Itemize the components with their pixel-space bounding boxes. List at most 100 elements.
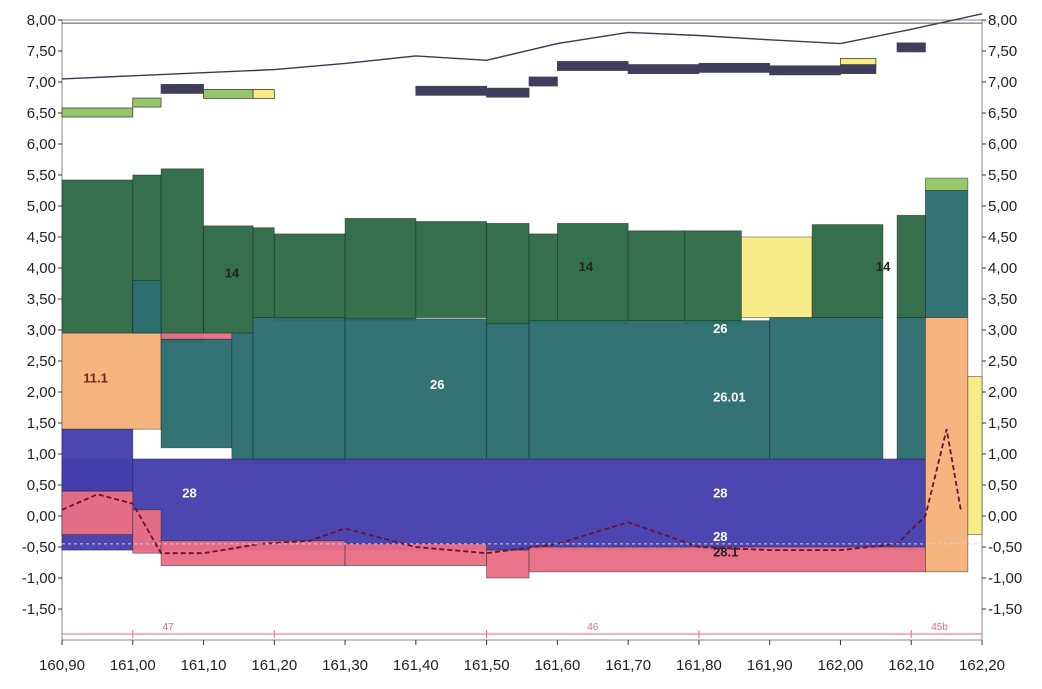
y-tick-label-left-18: -1,00 [22, 570, 56, 587]
unit-label-8: 28 [713, 485, 727, 500]
unit-block-unit28_1-36 [528, 546, 926, 573]
unit-block-unit26-22 [231, 332, 254, 461]
y-tick-label-left-15: 0,50 [27, 477, 56, 494]
y-tick-label-left-7: 4,50 [27, 229, 56, 246]
y-tick-label-left-4: 6,00 [27, 136, 56, 153]
unit-block-unit14-3 [203, 225, 254, 334]
reference-label-0: 47 [163, 622, 175, 633]
unit-block-unit14-7 [415, 221, 488, 318]
unit-label-5: 26 [713, 321, 727, 336]
unit-block-unit11_1-37 [924, 317, 969, 573]
unit-block-yellow-13 [740, 236, 813, 318]
y-tick-label-right-2: 7,00 [988, 74, 1017, 91]
unit-label-10: 28.1 [713, 544, 738, 559]
unit-block-unit28-29 [61, 458, 926, 551]
y-tick-label-left-5: 5,50 [27, 167, 56, 184]
unit-label-2: 14 [579, 259, 594, 274]
top-marker-0 [61, 107, 134, 118]
top-marker-1 [132, 97, 162, 108]
unit-block-unit28_1-20 [160, 332, 233, 340]
y-tick-label-right-11: 2,50 [988, 353, 1017, 370]
y-tick-label-right-7: 4,50 [988, 229, 1017, 246]
unit-block-unit26-28 [896, 317, 926, 461]
top-marker-2 [160, 84, 204, 94]
y-tick-label-left-9: 3,50 [27, 291, 56, 308]
unit-block-unit14-11 [627, 230, 686, 322]
top-line [61, 13, 983, 80]
x-tick-label-13: 162,20 [959, 657, 1005, 674]
y-tick-label-right-0: 8,00 [988, 12, 1017, 29]
top-marker-4 [252, 89, 275, 99]
y-tick-label-right-17: -0,50 [988, 539, 1022, 556]
x-tick-label-8: 161,70 [605, 657, 651, 674]
x-tick-label-1: 161,00 [110, 657, 156, 674]
y-tick-label-right-3: 6,50 [988, 105, 1017, 122]
unit-block-unit14-6 [344, 217, 417, 322]
y-tick-label-right-12: 2,00 [988, 384, 1017, 401]
y-tick-label-right-1: 7,50 [988, 43, 1017, 60]
y-tick-label-left-2: 7,00 [27, 74, 56, 91]
y-tick-label-left-3: 6,50 [27, 105, 56, 122]
top-marker-8 [556, 61, 629, 71]
x-tick-label-2: 161,10 [181, 657, 227, 674]
unit-block-unit26-16 [924, 190, 969, 318]
y-tick-label-left-17: -0,50 [22, 539, 56, 556]
x-tick-label-7: 161,60 [534, 657, 580, 674]
unit-block-unit26-21 [160, 338, 233, 449]
top-marker-10 [698, 62, 771, 73]
y-tick-label-left-6: 5,00 [27, 198, 56, 215]
y-tick-label-left-12: 2,00 [27, 384, 56, 401]
unit-block-unit14-10 [556, 222, 629, 325]
unit-block-unit28_1-31 [61, 490, 134, 536]
unit-block-unit14-14 [811, 224, 884, 319]
unit-block-unit26-25 [486, 323, 530, 461]
unit-label-1: 14 [225, 265, 240, 280]
x-tick-label-6: 161,50 [464, 657, 510, 674]
top-marker-14 [896, 42, 926, 53]
unit-block-unit28-30 [61, 428, 134, 492]
x-tick-label-9: 161,80 [676, 657, 722, 674]
unit-block-unit26-19 [132, 279, 162, 334]
unit-block-unit26-23 [252, 317, 346, 464]
unit-block-unit14-5 [273, 233, 346, 322]
unit-label-7: 28 [182, 485, 196, 500]
unit-label-0: 11.1 [83, 371, 108, 386]
x-tick-label-3: 161,20 [251, 657, 297, 674]
reference-label-2: 45b [931, 622, 948, 633]
top-marker-5 [415, 85, 488, 96]
unit-block-unit26-26 [528, 320, 771, 461]
top-marker-6 [486, 87, 530, 98]
top-marker-7 [528, 76, 558, 87]
y-tick-label-right-9: 3,50 [988, 291, 1017, 308]
y-tick-label-left-16: 0,00 [27, 508, 56, 525]
y-tick-label-left-0: 8,00 [27, 12, 56, 29]
unit-block-unit14-2 [160, 168, 204, 343]
unit-block-unit28_1-35 [486, 549, 530, 579]
reference-label-1: 46 [587, 622, 599, 633]
top-marker-11 [769, 65, 841, 76]
y-tick-label-left-8: 4,00 [27, 260, 56, 277]
y-tick-label-right-15: 0,50 [988, 477, 1017, 494]
unit-block-unit14-9 [528, 233, 558, 325]
unit-block-green_small-17 [924, 177, 969, 191]
unit-block-unit14-12 [684, 230, 742, 325]
y-tick-label-right-4: 6,00 [988, 136, 1017, 153]
y-tick-label-left-1: 7,50 [27, 43, 56, 60]
y-tick-label-left-10: 3,00 [27, 322, 56, 339]
unit-label-3: 14 [876, 259, 891, 274]
y-tick-label-right-18: -1,00 [988, 570, 1022, 587]
unit-block-unit11_1-18 [61, 332, 162, 430]
y-tick-label-right-13: 1,50 [988, 415, 1017, 432]
unit-block-unit14-4 [252, 227, 275, 318]
y-tick-label-right-19: -1,50 [988, 601, 1022, 618]
x-tick-label-10: 161,90 [747, 657, 793, 674]
unit-label-9: 28 [713, 529, 727, 544]
unit-block-unit26-24 [344, 318, 488, 461]
x-tick-label-0: 160,90 [39, 657, 85, 674]
unit-label-6: 26.01 [713, 389, 746, 404]
x-tick-label-11: 162,00 [818, 657, 864, 674]
unit-block-unit26-27 [769, 317, 884, 461]
y-tick-label-right-14: 1,00 [988, 446, 1017, 463]
